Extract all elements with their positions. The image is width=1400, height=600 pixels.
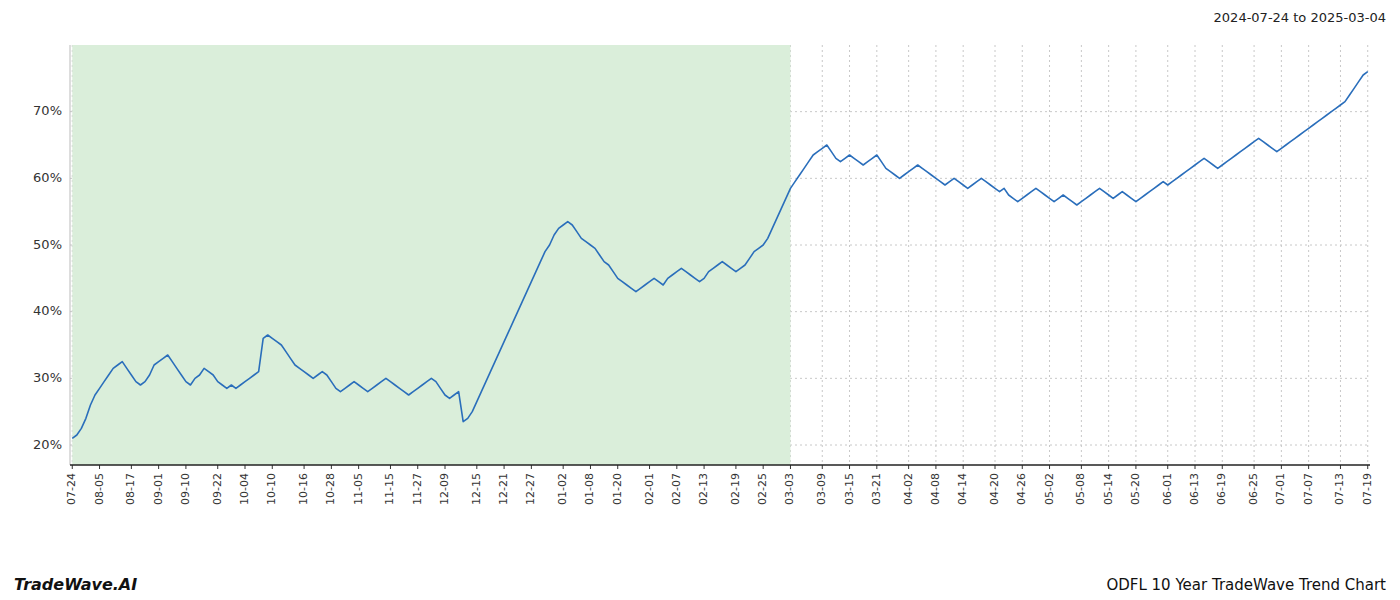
x-grid-line [1222,45,1223,465]
x-grid-line [876,45,877,465]
x-tick-label: 06-01 [1161,473,1174,505]
x-tick-label: 08-17 [124,473,137,505]
x-tick-label: 01-02 [556,473,569,505]
x-tick-label: 12-27 [524,473,537,505]
x-tick-label: 07-24 [65,473,78,505]
x-grid-line [1308,45,1309,465]
x-tick-label: 12-21 [497,473,510,505]
x-tick-label: 01-08 [583,473,596,505]
x-tick-label: 03-09 [815,473,828,505]
x-tick-label: 09-22 [211,473,224,505]
subtitle: 2024-07-24 to 2025-03-04 [1214,10,1386,25]
x-tick-label: 03-03 [783,473,796,505]
x-tick-label: 09-01 [152,473,165,505]
x-tick-label: 05-20 [1129,473,1142,505]
x-tick-label: 02-13 [697,473,710,505]
y-tick-label: 30% [33,370,62,385]
x-grid-line [995,45,996,465]
x-tick-label: 02-19 [729,473,742,505]
x-grid-line [1108,45,1109,465]
x-tick-label: 10-28 [324,473,337,505]
x-tick-label: 11-05 [352,473,365,505]
y-tick-label: 70% [33,103,62,118]
x-tick-label: 02-07 [670,473,683,505]
x-grid-line [1022,45,1023,465]
x-tick-label: 03-21 [870,473,883,505]
x-tick-label: 09-10 [179,473,192,505]
y-tick-label: 20% [33,437,62,452]
x-tick-label: 07-07 [1302,473,1315,505]
x-grid-line [1340,45,1341,465]
title: ODFL 10 Year TradeWave Trend Chart [1106,576,1386,594]
x-tick-label: 02-25 [756,473,769,505]
x-tick-label: 07-01 [1274,473,1287,505]
x-tick-label: 08-05 [93,473,106,505]
x-tick-label: 07-13 [1333,473,1346,505]
trend-line [72,72,1367,439]
shaded-range [72,45,790,465]
y-tick-label: 50% [33,237,62,252]
x-grid-line [963,45,964,465]
x-grid-line [1281,45,1282,465]
grid [70,45,1370,465]
x-tick-label: 10-10 [265,473,278,505]
x-tick-label: 01-20 [611,473,624,505]
x-tick-label: 02-01 [643,473,656,505]
x-tick-label: 04-26 [1015,473,1028,505]
x-grid-line [1167,45,1168,465]
x-tick-label: 10-04 [238,473,251,505]
chart-container: 20% 30% 40% 50% 60% 70% 07-24 08-05 08-17 09-01 09… [0,0,1400,600]
y-axis-line [70,45,71,465]
y-tick-label: 40% [33,303,62,318]
annotation: TradeWave.AI [14,575,137,594]
x-tick-label: 07-19 [1361,473,1374,505]
x-tick-label: 05-14 [1102,473,1115,505]
x-tick-label: 06-19 [1215,473,1228,505]
plot-area [72,45,1367,465]
y-tick-label: 60% [33,170,62,185]
x-grid-line [1081,45,1082,465]
x-tick-label: 04-02 [902,473,915,505]
x-grid-line [849,45,850,465]
x-tick-label: 04-20 [988,473,1001,505]
x-tick-label: 10-16 [297,473,310,505]
x-grid-line [1195,45,1196,465]
x-tick-label: 06-13 [1188,473,1201,505]
x-tick-label: 03-15 [843,473,856,505]
x-tick-label: 04-08 [929,473,942,505]
x-grid-line [935,45,936,465]
x-axis-line [70,464,1370,466]
x-tick-label: 04-14 [956,473,969,505]
chart-svg: 20% 30% 40% 50% 60% 70% 07-24 08-05 08-17 09-01 09… [0,0,1400,600]
x-tick-label: 05-02 [1043,473,1056,505]
x-tick-label: 05-08 [1074,473,1087,505]
x-tick-label: 11-15 [383,473,396,505]
x-grid-line [822,45,823,465]
x-tick-label: 11-27 [411,473,424,505]
x-tick-label: 06-25 [1247,473,1260,505]
x-tick-label: 12-09 [438,473,451,505]
x-grid-line [1049,45,1050,465]
x-grid-line [908,45,909,465]
x-tick-label: 12-15 [470,473,483,505]
x-grid-line [1254,45,1255,465]
axes: 20% 30% 40% 50% 60% 70% 07-24 08-05 08-17 09-01 09… [33,45,1374,505]
x-grid-line [1367,45,1368,465]
x-grid-line [1135,45,1136,465]
